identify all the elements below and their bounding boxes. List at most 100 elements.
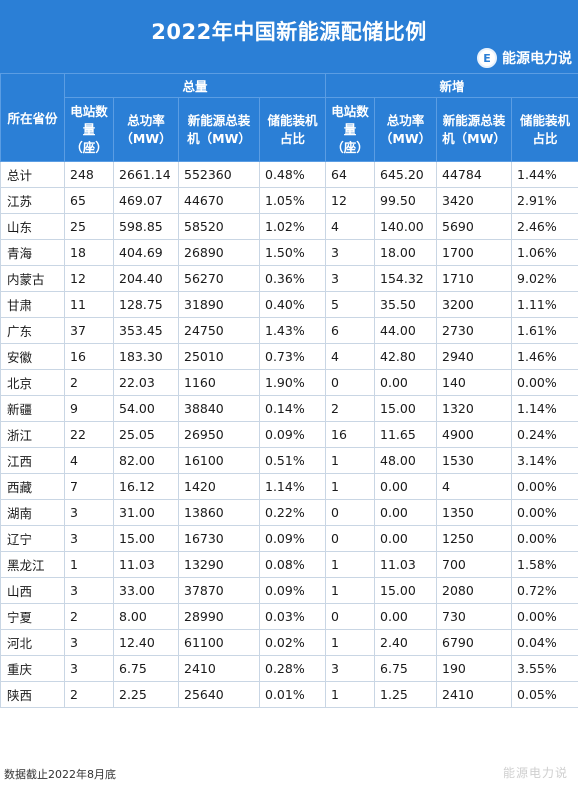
brand-name: 能源电力说 <box>502 51 572 67</box>
value-cell: 1.06% <box>511 239 578 266</box>
value-cell: 2080 <box>436 577 513 604</box>
value-cell: 25 <box>64 213 114 240</box>
value-cell: 48.00 <box>374 447 438 474</box>
value-cell: 248 <box>64 161 114 188</box>
value-cell: 2 <box>325 395 376 422</box>
table-row: 甘肃 11 128.75 31890 0.40% 5 35.50 3200 1.11% <box>0 291 578 318</box>
value-cell: 353.45 <box>113 317 179 344</box>
value-cell: 99.50 <box>374 187 438 214</box>
value-cell: 0 <box>325 525 376 552</box>
table-row: 西藏 7 16.12 1420 1.14% 1 0.00 4 0.00% <box>0 473 578 500</box>
value-cell: 4900 <box>436 421 513 448</box>
value-cell: 1.61% <box>511 317 578 344</box>
value-cell: 8.00 <box>113 603 179 630</box>
value-cell: 9.02% <box>511 265 578 292</box>
value-cell: 54.00 <box>113 395 179 422</box>
value-cell: 42.80 <box>374 343 438 370</box>
value-cell: 4 <box>436 473 513 500</box>
province-cell: 山西 <box>0 577 65 604</box>
value-cell: 7 <box>64 473 114 500</box>
province-cell: 浙江 <box>0 421 65 448</box>
value-cell: 1 <box>325 473 376 500</box>
value-cell: 9 <box>64 395 114 422</box>
column-header-new-total-power: 总功率（MW） <box>374 97 438 162</box>
value-cell: 33.00 <box>113 577 179 604</box>
value-cell: 0.04% <box>511 629 578 656</box>
value-cell: 3420 <box>436 187 513 214</box>
value-cell: 22.03 <box>113 369 179 396</box>
value-cell: 0.03% <box>258 603 327 630</box>
value-cell: 0.00 <box>374 369 438 396</box>
province-cell: 辽宁 <box>0 525 65 552</box>
value-cell: 1350 <box>436 499 513 526</box>
value-cell: 2 <box>64 369 114 396</box>
column-header-new-renewable-capacity: 新能源总装机（MW） <box>436 97 513 162</box>
province-cell: 重庆 <box>0 655 65 682</box>
column-header-storage-ratio: 储能装机占比 <box>258 97 327 162</box>
value-cell: 3200 <box>436 291 513 318</box>
value-cell: 0.73% <box>258 343 327 370</box>
value-cell: 1.58% <box>511 551 578 578</box>
value-cell: 12 <box>325 187 376 214</box>
value-cell: 15.00 <box>374 577 438 604</box>
value-cell: 0 <box>325 603 376 630</box>
value-cell: 0.40% <box>258 291 327 318</box>
value-cell: 15.00 <box>113 525 179 552</box>
province-cell: 安徽 <box>0 343 65 370</box>
value-cell: 2 <box>64 603 114 630</box>
value-cell: 0.02% <box>258 629 327 656</box>
value-cell: 3 <box>325 265 376 292</box>
value-cell: 0 <box>325 369 376 396</box>
brand-mark: E 能源电力说 <box>477 47 572 69</box>
table-row: 湖南 3 31.00 13860 0.22% 0 0.00 1350 0.00% <box>0 499 578 526</box>
column-header-renewable-capacity: 新能源总装机（MW） <box>178 97 260 162</box>
value-cell: 2 <box>64 681 114 708</box>
value-cell: 0.00 <box>374 603 438 630</box>
brand-logo-icon: E <box>477 48 497 68</box>
value-cell: 2410 <box>178 655 260 682</box>
value-cell: 0.72% <box>511 577 578 604</box>
province-cell: 湖南 <box>0 499 65 526</box>
value-cell: 3.55% <box>511 655 578 682</box>
column-header-total-power: 总功率（MW） <box>113 97 179 162</box>
value-cell: 0.09% <box>258 577 327 604</box>
value-cell: 0.00% <box>511 525 578 552</box>
svg-text:E: E <box>483 52 491 65</box>
value-cell: 700 <box>436 551 513 578</box>
value-cell: 128.75 <box>113 291 179 318</box>
value-cell: 26950 <box>178 421 260 448</box>
value-cell: 0.00 <box>374 499 438 526</box>
value-cell: 6 <box>325 317 376 344</box>
value-cell: 1.50% <box>258 239 327 266</box>
province-cell: 黑龙江 <box>0 551 65 578</box>
value-cell: 13290 <box>178 551 260 578</box>
table-row: 陕西 2 2.25 25640 0.01% 1 1.25 2410 0.05% <box>0 681 578 708</box>
value-cell: 0.01% <box>258 681 327 708</box>
table-row: 宁夏 2 8.00 28990 0.03% 0 0.00 730 0.00% <box>0 603 578 630</box>
value-cell: 0.00% <box>511 499 578 526</box>
value-cell: 183.30 <box>113 343 179 370</box>
value-cell: 0.28% <box>258 655 327 682</box>
value-cell: 5690 <box>436 213 513 240</box>
value-cell: 2410 <box>436 681 513 708</box>
value-cell: 56270 <box>178 265 260 292</box>
value-cell: 61100 <box>178 629 260 656</box>
value-cell: 28990 <box>178 603 260 630</box>
value-cell: 16730 <box>178 525 260 552</box>
value-cell: 0.00% <box>511 369 578 396</box>
value-cell: 6.75 <box>113 655 179 682</box>
value-cell: 1320 <box>436 395 513 422</box>
column-header-new-storage-ratio: 储能装机占比 <box>511 97 578 162</box>
value-cell: 1.02% <box>258 213 327 240</box>
value-cell: 5 <box>325 291 376 318</box>
value-cell: 44.00 <box>374 317 438 344</box>
value-cell: 0.00% <box>511 473 578 500</box>
value-cell: 3 <box>64 577 114 604</box>
value-cell: 6.75 <box>374 655 438 682</box>
value-cell: 25640 <box>178 681 260 708</box>
value-cell: 0.00 <box>374 473 438 500</box>
value-cell: 1.43% <box>258 317 327 344</box>
province-cell: 宁夏 <box>0 603 65 630</box>
province-cell: 江苏 <box>0 187 65 214</box>
value-cell: 2.25 <box>113 681 179 708</box>
